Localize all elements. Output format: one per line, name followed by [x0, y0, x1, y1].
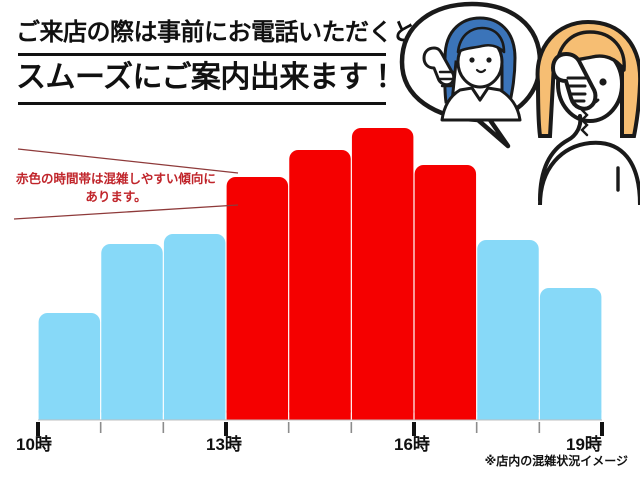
axis-tick-label: 19時: [566, 435, 602, 454]
axis-tick-label: 13時: [206, 435, 242, 454]
axis-tick-label: 16時: [394, 435, 430, 454]
customer-woman: [535, 19, 640, 205]
chart-bar: [289, 150, 351, 420]
chart-bar: [477, 240, 539, 420]
chart-bar: [38, 313, 101, 420]
chart-bar-foot: [38, 410, 101, 420]
annotation-pointer-lines: [13, 148, 239, 220]
chart-bar: [414, 165, 477, 420]
chart-bar-foot: [351, 410, 414, 420]
chart-bar-foot: [414, 410, 477, 420]
annotation-line-2: あります。: [85, 190, 147, 205]
chart-bar: [226, 177, 289, 420]
woman-eye-right: [599, 78, 607, 86]
staff-eye-left: [469, 57, 475, 63]
headline-line-2: スムーズにご案内出来ます！: [16, 61, 398, 94]
headline-line-1: ご来店の際は事前にお電話いただくと: [16, 19, 416, 46]
annotation-text: 赤色の時間帯は混雑しやすい傾向に あります。: [12, 170, 220, 206]
staff-handset-icon: [422, 46, 456, 87]
chart-bar-foot: [539, 410, 602, 420]
staff-eye-right: [486, 57, 492, 63]
chart-bar-foot: [289, 410, 351, 420]
chart-bar: [101, 244, 163, 420]
chart-bar: [539, 288, 602, 420]
headline-divider-top: [18, 53, 386, 56]
chart-bar: [163, 234, 226, 420]
chart-bars: [38, 128, 602, 420]
phone-illustration: [399, 1, 640, 205]
chart-bar-foot: [163, 410, 226, 420]
headline: ご来店の際は事前にお電話いただくと スムーズにご案内出来ます！: [16, 18, 416, 109]
annotation-line-1: 赤色の時間帯は混雑しやすい傾向に: [16, 172, 216, 186]
chart-bar-foot: [101, 410, 163, 420]
footnote: ※店内の混雑状況イメージ: [484, 454, 628, 468]
phone-cord: [580, 108, 589, 137]
chart-bar-foot: [226, 410, 289, 420]
chart-bar: [351, 128, 414, 420]
axis-tick-label: 10時: [16, 435, 52, 454]
chart-tick-marks: [36, 422, 604, 436]
chart-bar-foot: [477, 410, 539, 420]
speech-bubble-staff: [399, 1, 543, 149]
woman-hand-fingers: [566, 76, 588, 103]
headline-divider-bottom: [18, 101, 386, 105]
